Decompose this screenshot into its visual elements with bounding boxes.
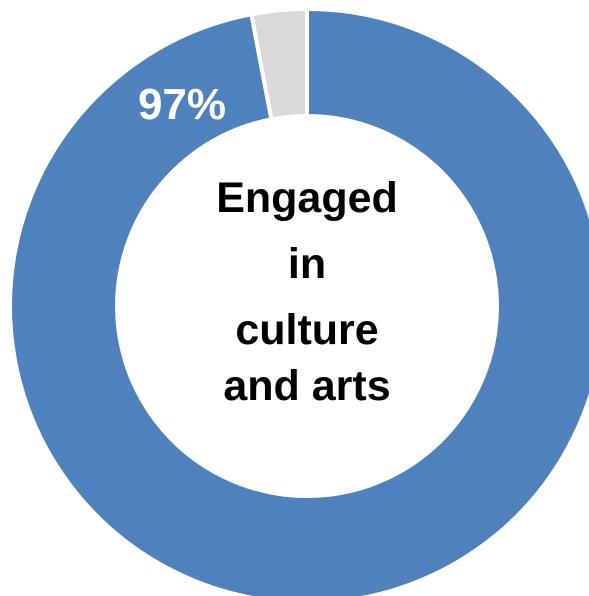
center-label-line-2: in [288,240,326,288]
center-label-line-4: and arts [223,362,390,410]
center-label-line-1: Engaged [216,174,398,222]
donut-slice-1 [249,6,309,122]
center-label-line-3: culture [235,306,378,354]
slices-group [8,6,589,596]
data-label-engaged: 97% [138,80,226,129]
donut-slice-0 [8,6,589,596]
